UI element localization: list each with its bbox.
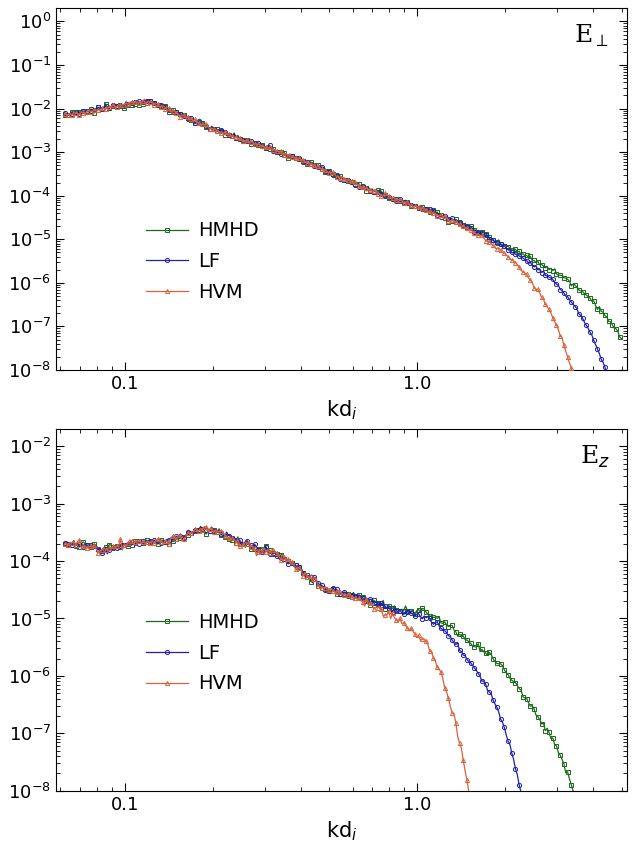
HMHD (145, 95, 152, 106)
LF (145, 94, 152, 105)
HVM (394, 617, 402, 627)
HVM (404, 623, 411, 633)
HVM (404, 197, 411, 207)
HMHD (392, 604, 400, 614)
Line: HMHD: HMHD (62, 99, 624, 341)
LF (618, 424, 625, 434)
LF (197, 522, 204, 532)
HMHD (197, 523, 204, 533)
HVM (392, 196, 400, 206)
LF (63, 538, 70, 548)
LF (61, 538, 69, 548)
HMHD (568, 281, 575, 291)
LF (61, 107, 69, 117)
LF (394, 194, 402, 204)
X-axis label: kd$_i$: kd$_i$ (326, 819, 357, 842)
Line: HMHD: HMHD (62, 526, 624, 851)
HMHD (61, 540, 69, 550)
Legend: HMHD, LF, HVM: HMHD, LF, HVM (145, 221, 259, 301)
HVM (139, 95, 147, 106)
LF (404, 607, 411, 617)
HMHD (532, 257, 540, 267)
HMHD (618, 334, 625, 344)
HVM (394, 195, 402, 205)
LF (392, 606, 400, 616)
HVM (61, 540, 69, 550)
Line: LF: LF (62, 98, 624, 431)
HMHD (394, 196, 402, 206)
Text: E$_\perp$: E$_\perp$ (575, 23, 610, 49)
HVM (61, 109, 69, 119)
HMHD (61, 110, 69, 120)
LF (392, 197, 400, 207)
HMHD (568, 780, 575, 790)
HVM (618, 785, 625, 796)
HVM (63, 538, 70, 548)
HMHD (392, 194, 400, 204)
HMHD (63, 536, 70, 546)
HVM (63, 110, 70, 120)
LF (394, 607, 402, 617)
HVM (532, 284, 540, 294)
Legend: HMHD, LF, HVM: HMHD, LF, HVM (145, 613, 259, 694)
Text: E$_z$: E$_z$ (580, 443, 610, 470)
Line: HVM: HVM (62, 524, 624, 851)
Line: LF: LF (62, 524, 624, 851)
Line: HVM: HVM (62, 99, 624, 793)
LF (568, 297, 575, 307)
HMHD (404, 197, 411, 207)
LF (532, 260, 540, 271)
LF (404, 198, 411, 208)
X-axis label: kd$_i$: kd$_i$ (326, 398, 357, 422)
HMHD (63, 109, 70, 119)
HVM (568, 363, 575, 374)
HVM (392, 614, 400, 625)
HMHD (532, 710, 540, 720)
HVM (203, 522, 210, 532)
HMHD (394, 603, 402, 614)
LF (63, 111, 70, 121)
HMHD (404, 605, 411, 615)
